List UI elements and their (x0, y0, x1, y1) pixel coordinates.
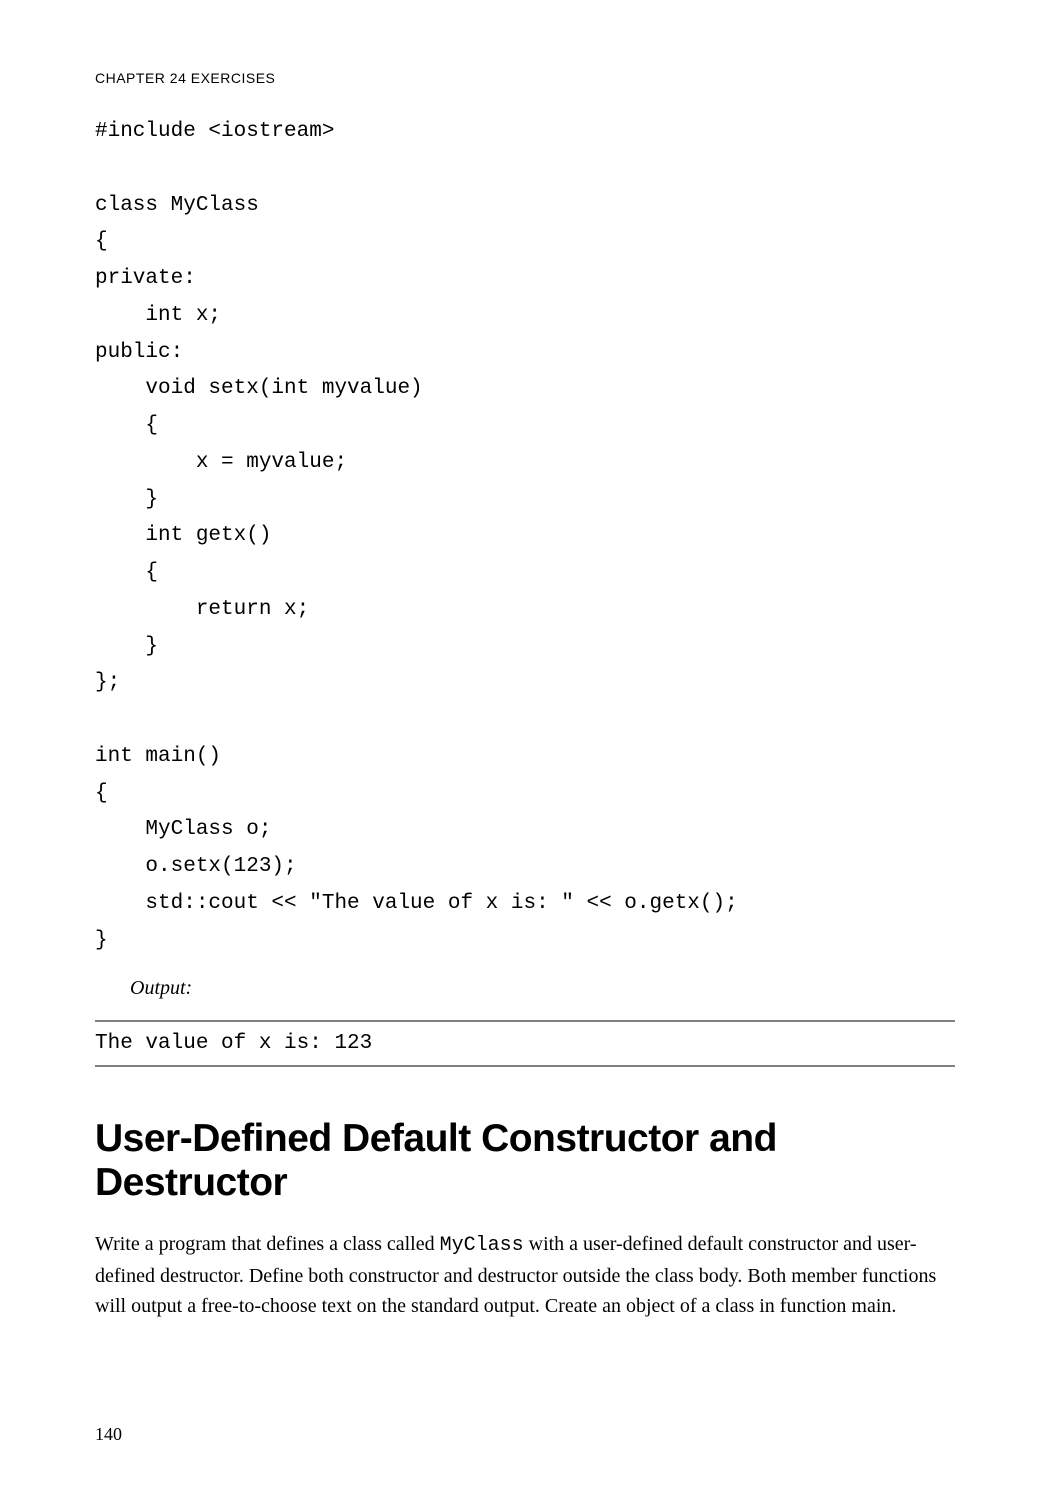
page-number: 140 (95, 1424, 122, 1445)
section-body: Write a program that defines a class cal… (95, 1229, 955, 1321)
output-box: The value of x is: 123 (95, 1020, 955, 1067)
body-text-before: Write a program that defines a class cal… (95, 1233, 440, 1255)
chapter-title: EXERCISES (191, 70, 276, 86)
output-label: Output: (130, 977, 955, 1000)
chapter-label: CHAPTER 24 (95, 70, 186, 86)
output-text: The value of x is: 123 (95, 1032, 372, 1055)
code-block: #include <iostream> class MyClass { priv… (95, 114, 955, 959)
section-heading: User-Defined Default Constructor and Des… (95, 1117, 955, 1205)
page-header: CHAPTER 24 EXERCISES (95, 70, 955, 86)
inline-code: MyClass (440, 1234, 524, 1257)
